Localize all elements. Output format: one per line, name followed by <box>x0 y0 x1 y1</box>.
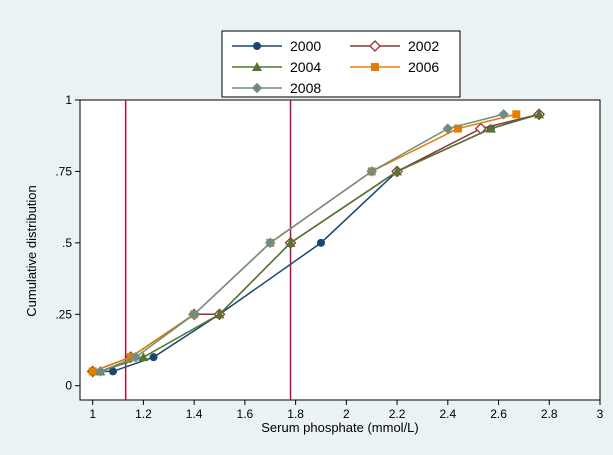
data-point-2006 <box>453 124 462 133</box>
legend-label: 2008 <box>290 80 321 96</box>
legend-marker <box>371 63 379 71</box>
legend-marker <box>251 82 263 94</box>
data-point-2008 <box>498 108 509 120</box>
legend: 2000 2002 2004 2006 2008 <box>221 30 461 98</box>
legend-marker <box>253 42 261 50</box>
x-tick-label: 1 <box>89 407 96 421</box>
data-point-2008 <box>264 237 276 249</box>
legend-item-2008: 2008 <box>232 80 321 96</box>
legend-label: 2002 <box>408 38 439 54</box>
y-axis: 0 .25 .5 .75 1 <box>55 93 80 393</box>
data-point-2008 <box>188 308 200 320</box>
y-tick-label: 0 <box>65 379 72 393</box>
x-tick-label: 3 <box>597 407 604 421</box>
data-point-2004 <box>214 309 225 319</box>
legend-item-2000: 2000 <box>232 38 321 54</box>
x-tick-label: 1.4 <box>186 407 203 421</box>
y-axis-label: Cumulative distribution <box>24 185 39 317</box>
legend-label: 2006 <box>408 59 439 75</box>
x-tick-label: 2.8 <box>541 407 558 421</box>
x-axis-label: Serum phosphate (mmol/L) <box>261 420 419 435</box>
data-point-2000 <box>149 353 158 362</box>
legend-box <box>221 30 461 98</box>
data-point-2006 <box>512 110 521 119</box>
legend-item-2004: 2004 <box>232 59 321 75</box>
data-point-2004 <box>392 166 403 176</box>
data-point-2004 <box>285 237 296 247</box>
y-tick-label: .25 <box>55 307 72 321</box>
legend-marker <box>369 40 381 52</box>
data-point-2000 <box>108 367 117 376</box>
x-tick-label: 2.2 <box>389 407 406 421</box>
x-tick-label: 1.8 <box>287 407 304 421</box>
data-point-2008 <box>94 366 106 377</box>
x-tick-label: 2 <box>343 407 350 421</box>
plot-area <box>79 99 601 401</box>
y-tick-label: 1 <box>65 93 72 107</box>
x-tick-label: 2.6 <box>490 407 507 421</box>
data-point-2008 <box>130 351 142 363</box>
legend-item-2006: 2006 <box>350 59 439 75</box>
x-tick-label: 1.2 <box>135 407 152 421</box>
legend-item-2002: 2002 <box>350 38 439 54</box>
data-point-2004 <box>534 109 545 119</box>
series-layer <box>86 108 546 378</box>
y-tick-label: .5 <box>62 236 72 250</box>
reference-lines <box>124 100 292 400</box>
data-point-2000 <box>316 238 325 247</box>
legend-label: 2000 <box>290 38 321 54</box>
legend-label: 2004 <box>290 59 321 75</box>
x-tick-label: 2.4 <box>439 407 456 421</box>
y-tick-label: .75 <box>55 164 72 178</box>
data-point-2006 <box>88 367 97 376</box>
data-point-2008 <box>442 123 454 134</box>
data-point-2004 <box>138 352 149 362</box>
data-point-2008 <box>366 166 378 177</box>
series-2008 <box>94 108 509 377</box>
data-point-2004 <box>485 123 496 133</box>
legend-marker <box>252 62 262 71</box>
x-axis: 1 1.2 1.4 1.6 1.8 2 2.2 2.4 2.6 2.8 3 <box>89 400 604 421</box>
x-tick-label: 1.6 <box>237 407 254 421</box>
